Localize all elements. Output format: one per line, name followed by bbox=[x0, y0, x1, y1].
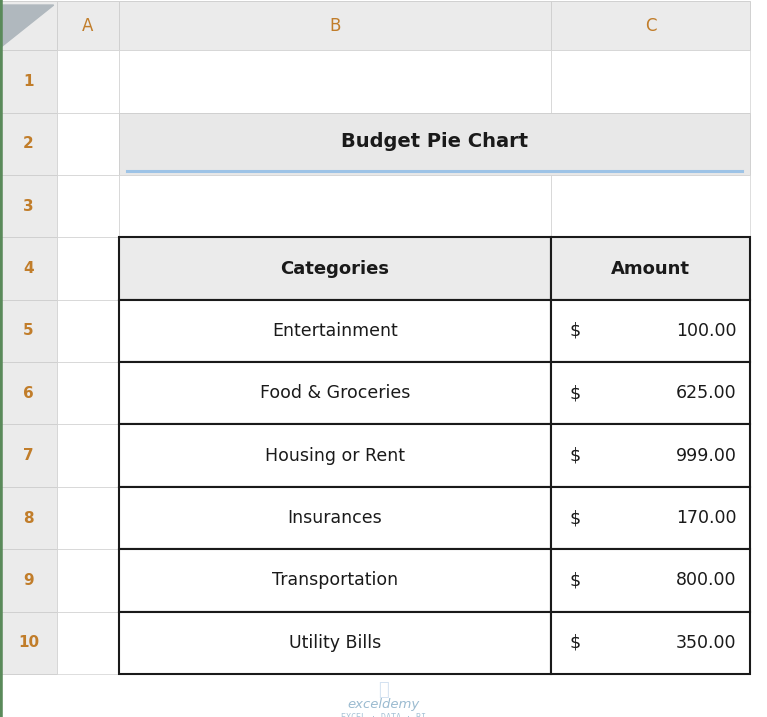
Bar bbox=[0, 1, 57, 50]
Bar bbox=[551, 300, 750, 362]
Bar bbox=[551, 549, 750, 612]
Text: $: $ bbox=[570, 509, 581, 527]
Text: Housing or Rent: Housing or Rent bbox=[265, 447, 405, 465]
Text: 4: 4 bbox=[23, 261, 34, 276]
Bar bbox=[119, 50, 551, 113]
Text: 100.00: 100.00 bbox=[676, 322, 736, 340]
Bar bbox=[0, 175, 57, 237]
Bar bbox=[0, 424, 57, 487]
Text: 1: 1 bbox=[23, 74, 34, 89]
Text: 🏠: 🏠 bbox=[378, 681, 389, 700]
Bar bbox=[57, 612, 119, 674]
Text: $: $ bbox=[570, 571, 581, 589]
Bar bbox=[551, 424, 750, 487]
Bar bbox=[119, 612, 551, 674]
Bar bbox=[57, 549, 119, 612]
Text: 625.00: 625.00 bbox=[676, 384, 736, 402]
Text: 7: 7 bbox=[23, 448, 34, 463]
Text: 5: 5 bbox=[23, 323, 34, 338]
Bar bbox=[57, 487, 119, 549]
Text: Categories: Categories bbox=[280, 260, 390, 277]
Bar bbox=[551, 1, 750, 50]
Text: Budget Pie Chart: Budget Pie Chart bbox=[341, 132, 528, 151]
Text: Entertainment: Entertainment bbox=[272, 322, 397, 340]
Text: Amount: Amount bbox=[611, 260, 690, 277]
Text: 999.00: 999.00 bbox=[676, 447, 736, 465]
Text: 800.00: 800.00 bbox=[676, 571, 736, 589]
Bar bbox=[119, 362, 551, 424]
Text: 8: 8 bbox=[23, 511, 34, 526]
Bar bbox=[0, 549, 57, 612]
Text: 10: 10 bbox=[18, 635, 39, 650]
Bar bbox=[119, 113, 750, 175]
Text: 170.00: 170.00 bbox=[676, 509, 736, 527]
Bar bbox=[57, 50, 119, 113]
Text: $: $ bbox=[570, 447, 581, 465]
Bar bbox=[119, 424, 551, 487]
Text: 2: 2 bbox=[23, 136, 34, 151]
Bar bbox=[0, 237, 57, 300]
Polygon shape bbox=[2, 5, 54, 47]
Bar bbox=[0, 113, 57, 175]
Text: 350.00: 350.00 bbox=[676, 634, 736, 652]
Text: $: $ bbox=[570, 634, 581, 652]
Bar bbox=[57, 362, 119, 424]
Text: A: A bbox=[82, 16, 94, 35]
Bar bbox=[57, 113, 119, 175]
Bar bbox=[119, 237, 551, 300]
Text: Transportation: Transportation bbox=[272, 571, 398, 589]
Text: 3: 3 bbox=[23, 199, 34, 214]
Bar bbox=[57, 237, 119, 300]
Bar bbox=[119, 487, 551, 549]
Bar bbox=[551, 237, 750, 300]
Bar bbox=[0, 487, 57, 549]
Bar bbox=[0, 612, 57, 674]
Text: exceldemy: exceldemy bbox=[347, 698, 420, 711]
Bar bbox=[0, 50, 57, 113]
Text: $: $ bbox=[570, 384, 581, 402]
Bar bbox=[57, 424, 119, 487]
Text: EXCEL · DATA · BI: EXCEL · DATA · BI bbox=[341, 713, 426, 717]
Bar bbox=[119, 1, 551, 50]
Text: $: $ bbox=[570, 322, 581, 340]
Bar bbox=[551, 50, 750, 113]
Bar bbox=[119, 300, 551, 362]
Text: C: C bbox=[645, 16, 656, 35]
Bar bbox=[57, 175, 119, 237]
Text: Utility Bills: Utility Bills bbox=[288, 634, 381, 652]
Bar bbox=[551, 362, 750, 424]
Text: 6: 6 bbox=[23, 386, 34, 401]
Bar bbox=[57, 300, 119, 362]
Bar bbox=[0, 362, 57, 424]
Bar bbox=[551, 487, 750, 549]
Bar bbox=[119, 549, 551, 612]
Text: 9: 9 bbox=[23, 573, 34, 588]
Text: Food & Groceries: Food & Groceries bbox=[259, 384, 410, 402]
Text: Insurances: Insurances bbox=[288, 509, 382, 527]
Bar bbox=[119, 175, 551, 237]
Bar bbox=[551, 612, 750, 674]
Bar bbox=[57, 1, 119, 50]
Text: B: B bbox=[329, 16, 341, 35]
Bar bbox=[0, 300, 57, 362]
Bar bbox=[551, 175, 750, 237]
